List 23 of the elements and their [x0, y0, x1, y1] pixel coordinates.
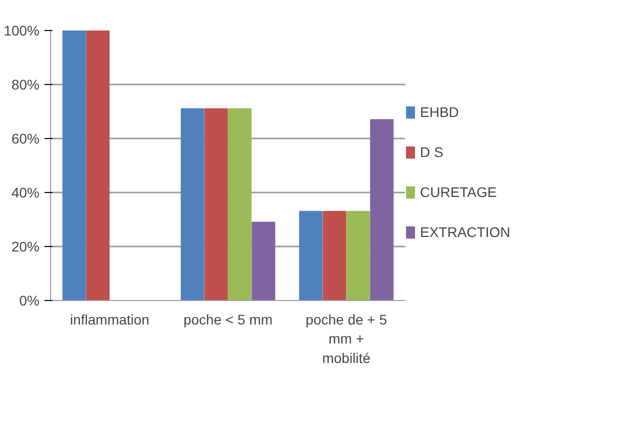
y-tick-label: 0%: [19, 292, 40, 308]
legend-label: CURETAGE: [420, 184, 497, 200]
bar: [322, 210, 346, 300]
y-tick-label: 100%: [4, 22, 40, 38]
legend-label: D S: [420, 144, 444, 160]
bar: [252, 222, 276, 300]
bar: [62, 30, 86, 300]
y-tick-label: 20%: [11, 238, 40, 254]
bar: [370, 119, 394, 300]
legend-label: EXTRACTION: [420, 224, 510, 240]
bar: [86, 30, 110, 300]
x-tick-label: inflammation: [70, 312, 150, 328]
y-tick-label: 80%: [11, 76, 40, 92]
bar: [228, 108, 252, 300]
y-tick-label: 40%: [11, 184, 40, 200]
bar: [299, 210, 323, 300]
legend-label: EHBD: [420, 104, 459, 120]
bar: [180, 108, 204, 300]
y-tick-label: 60%: [11, 130, 40, 146]
bar: [346, 210, 370, 300]
bar: [204, 108, 228, 300]
x-tick-label: poche < 5 mm: [183, 312, 273, 328]
x-tick-label: poche de + 5 mm + mobilité: [306, 312, 388, 366]
